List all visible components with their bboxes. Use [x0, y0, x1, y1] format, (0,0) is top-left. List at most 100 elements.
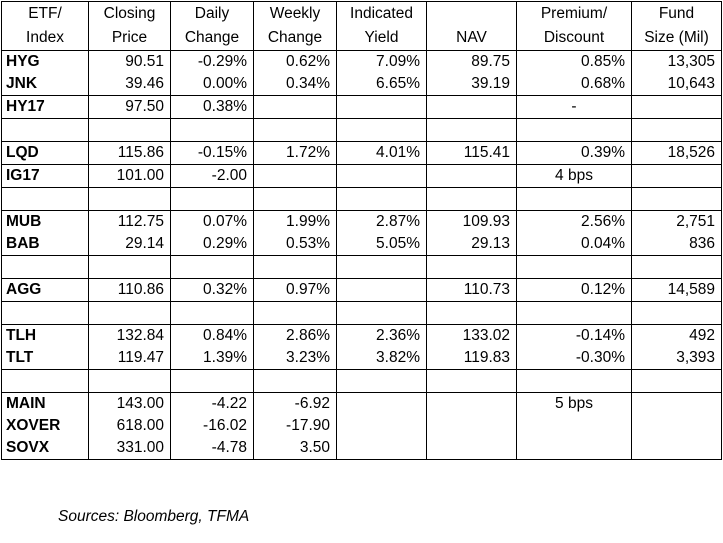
spacer-cell: [170, 118, 254, 142]
daily-change-cell: -16.02: [170, 415, 254, 437]
nav-cell: 115.41: [426, 141, 517, 165]
spacer-cell: [631, 369, 722, 393]
spacer-row: [1, 301, 722, 325]
premium-discount-cell: 2.56%: [516, 210, 632, 233]
ticker-cell: LQD: [1, 141, 89, 165]
header-premium-discount-line2: Discount: [516, 26, 632, 51]
indicated-yield-cell: 6.65%: [336, 73, 427, 96]
spacer-cell: [426, 369, 517, 393]
fund-size-cell: 13,305: [631, 50, 722, 73]
fund-size-cell: [631, 95, 722, 119]
header-weekly-change-line1: Weekly: [253, 1, 337, 26]
header-closing-price-line1: Closing: [88, 1, 171, 26]
spacer-cell: [88, 301, 171, 325]
table-row: HY17 97.50 0.38% -: [1, 95, 722, 119]
closing-price-cell: 90.51: [88, 50, 171, 73]
table-row: AGG 110.86 0.32% 0.97% 110.73 0.12% 14,589: [1, 278, 722, 302]
ticker-cell: MUB: [1, 210, 89, 233]
daily-change-cell: 0.00%: [170, 73, 254, 96]
spacer-cell: [336, 301, 427, 325]
table-row: LQD 115.86 -0.15% 1.72% 4.01% 115.41 0.39% 18,5…: [1, 141, 722, 165]
spacer-cell: [426, 187, 517, 211]
indicated-yield-cell: [336, 95, 427, 119]
header-indicated-yield-line1: Indicated: [336, 1, 427, 26]
spacer-cell: [253, 118, 337, 142]
closing-price-cell: 101.00: [88, 164, 171, 188]
premium-discount-cell: [516, 437, 632, 460]
closing-price-cell: 110.86: [88, 278, 171, 302]
nav-cell: 110.73: [426, 278, 517, 302]
header-etf-index-line2: Index: [1, 26, 89, 51]
spacer-cell: [170, 255, 254, 279]
daily-change-cell: 0.84%: [170, 324, 254, 347]
ticker-cell: AGG: [1, 278, 89, 302]
header-fund-size-line2: Size (Mil): [631, 26, 722, 51]
ticker-cell: MAIN: [1, 392, 89, 415]
closing-price-cell: 132.84: [88, 324, 171, 347]
spacer-row: [1, 118, 722, 142]
nav-cell: 109.93: [426, 210, 517, 233]
spacer-cell: [336, 255, 427, 279]
weekly-change-cell: 3.50: [253, 437, 337, 460]
fund-size-cell: 836: [631, 233, 722, 256]
header-row-1: ETF/Closing Daily Weekly Indicated Premium/F…: [1, 1, 722, 26]
indicated-yield-cell: [336, 437, 427, 460]
header-indicated-yield-line2: Yield: [336, 26, 427, 51]
sources-note: Sources: Bloomberg, TFMA: [58, 508, 250, 525]
fund-size-cell: 14,589: [631, 278, 722, 302]
weekly-change-cell: 0.34%: [253, 73, 337, 96]
daily-change-cell: 0.29%: [170, 233, 254, 256]
premium-discount-cell: 0.12%: [516, 278, 632, 302]
indicated-yield-cell: [336, 278, 427, 302]
table-body: ETF/Closing Daily Weekly Indicated Premium/F…: [1, 1, 722, 460]
etf-table: ETF/Closing Daily Weekly Indicated Premium/F…: [1, 1, 722, 460]
spacer-cell: [88, 118, 171, 142]
daily-change-cell: 0.32%: [170, 278, 254, 302]
header-fund-size-line1: Fund: [631, 1, 722, 26]
spacer-cell: [253, 255, 337, 279]
table-row: XOVER 618.00 -16.02 -17.90: [1, 415, 722, 437]
weekly-change-cell: 1.72%: [253, 141, 337, 165]
indicated-yield-cell: [336, 164, 427, 188]
nav-cell: 133.02: [426, 324, 517, 347]
spacer-cell: [253, 369, 337, 393]
table-row: BAB 29.14 0.29% 0.53% 5.05% 29.13 0.04% 836: [1, 233, 722, 256]
weekly-change-cell: 0.62%: [253, 50, 337, 73]
header-nav-line2: NAV: [426, 26, 517, 51]
spacer-cell: [1, 118, 89, 142]
nav-cell: [426, 164, 517, 188]
fund-size-cell: [631, 415, 722, 437]
table-row: HYG 90.51 -0.29% 0.62% 7.09% 89.75 0.85% 13,305: [1, 50, 722, 73]
ticker-cell: IG17: [1, 164, 89, 188]
daily-change-cell: -2.00: [170, 164, 254, 188]
closing-price-cell: 115.86: [88, 141, 171, 165]
weekly-change-cell: [253, 95, 337, 119]
spacer-cell: [88, 255, 171, 279]
spacer-cell: [516, 301, 632, 325]
weekly-change-cell: 1.99%: [253, 210, 337, 233]
spacer-cell: [516, 255, 632, 279]
closing-price-cell: 39.46: [88, 73, 171, 96]
header-weekly-change-line2: Change: [253, 26, 337, 51]
daily-change-cell: 1.39%: [170, 347, 254, 370]
indicated-yield-cell: 7.09%: [336, 50, 427, 73]
closing-price-cell: 618.00: [88, 415, 171, 437]
premium-discount-cell: -0.30%: [516, 347, 632, 370]
spacer-cell: [336, 118, 427, 142]
header-closing-price-line2: Price: [88, 26, 171, 51]
premium-discount-cell: -: [516, 95, 632, 119]
indicated-yield-cell: 3.82%: [336, 347, 427, 370]
closing-price-cell: 112.75: [88, 210, 171, 233]
spacer-cell: [1, 369, 89, 393]
closing-price-cell: 143.00: [88, 392, 171, 415]
daily-change-cell: -0.29%: [170, 50, 254, 73]
indicated-yield-cell: [336, 392, 427, 415]
spacer-cell: [426, 118, 517, 142]
ticker-cell: TLT: [1, 347, 89, 370]
spacer-cell: [170, 301, 254, 325]
nav-cell: 89.75: [426, 50, 517, 73]
fund-size-cell: [631, 392, 722, 415]
spacer-row: [1, 369, 722, 393]
ticker-cell: SOVX: [1, 437, 89, 460]
nav-cell: 29.13: [426, 233, 517, 256]
